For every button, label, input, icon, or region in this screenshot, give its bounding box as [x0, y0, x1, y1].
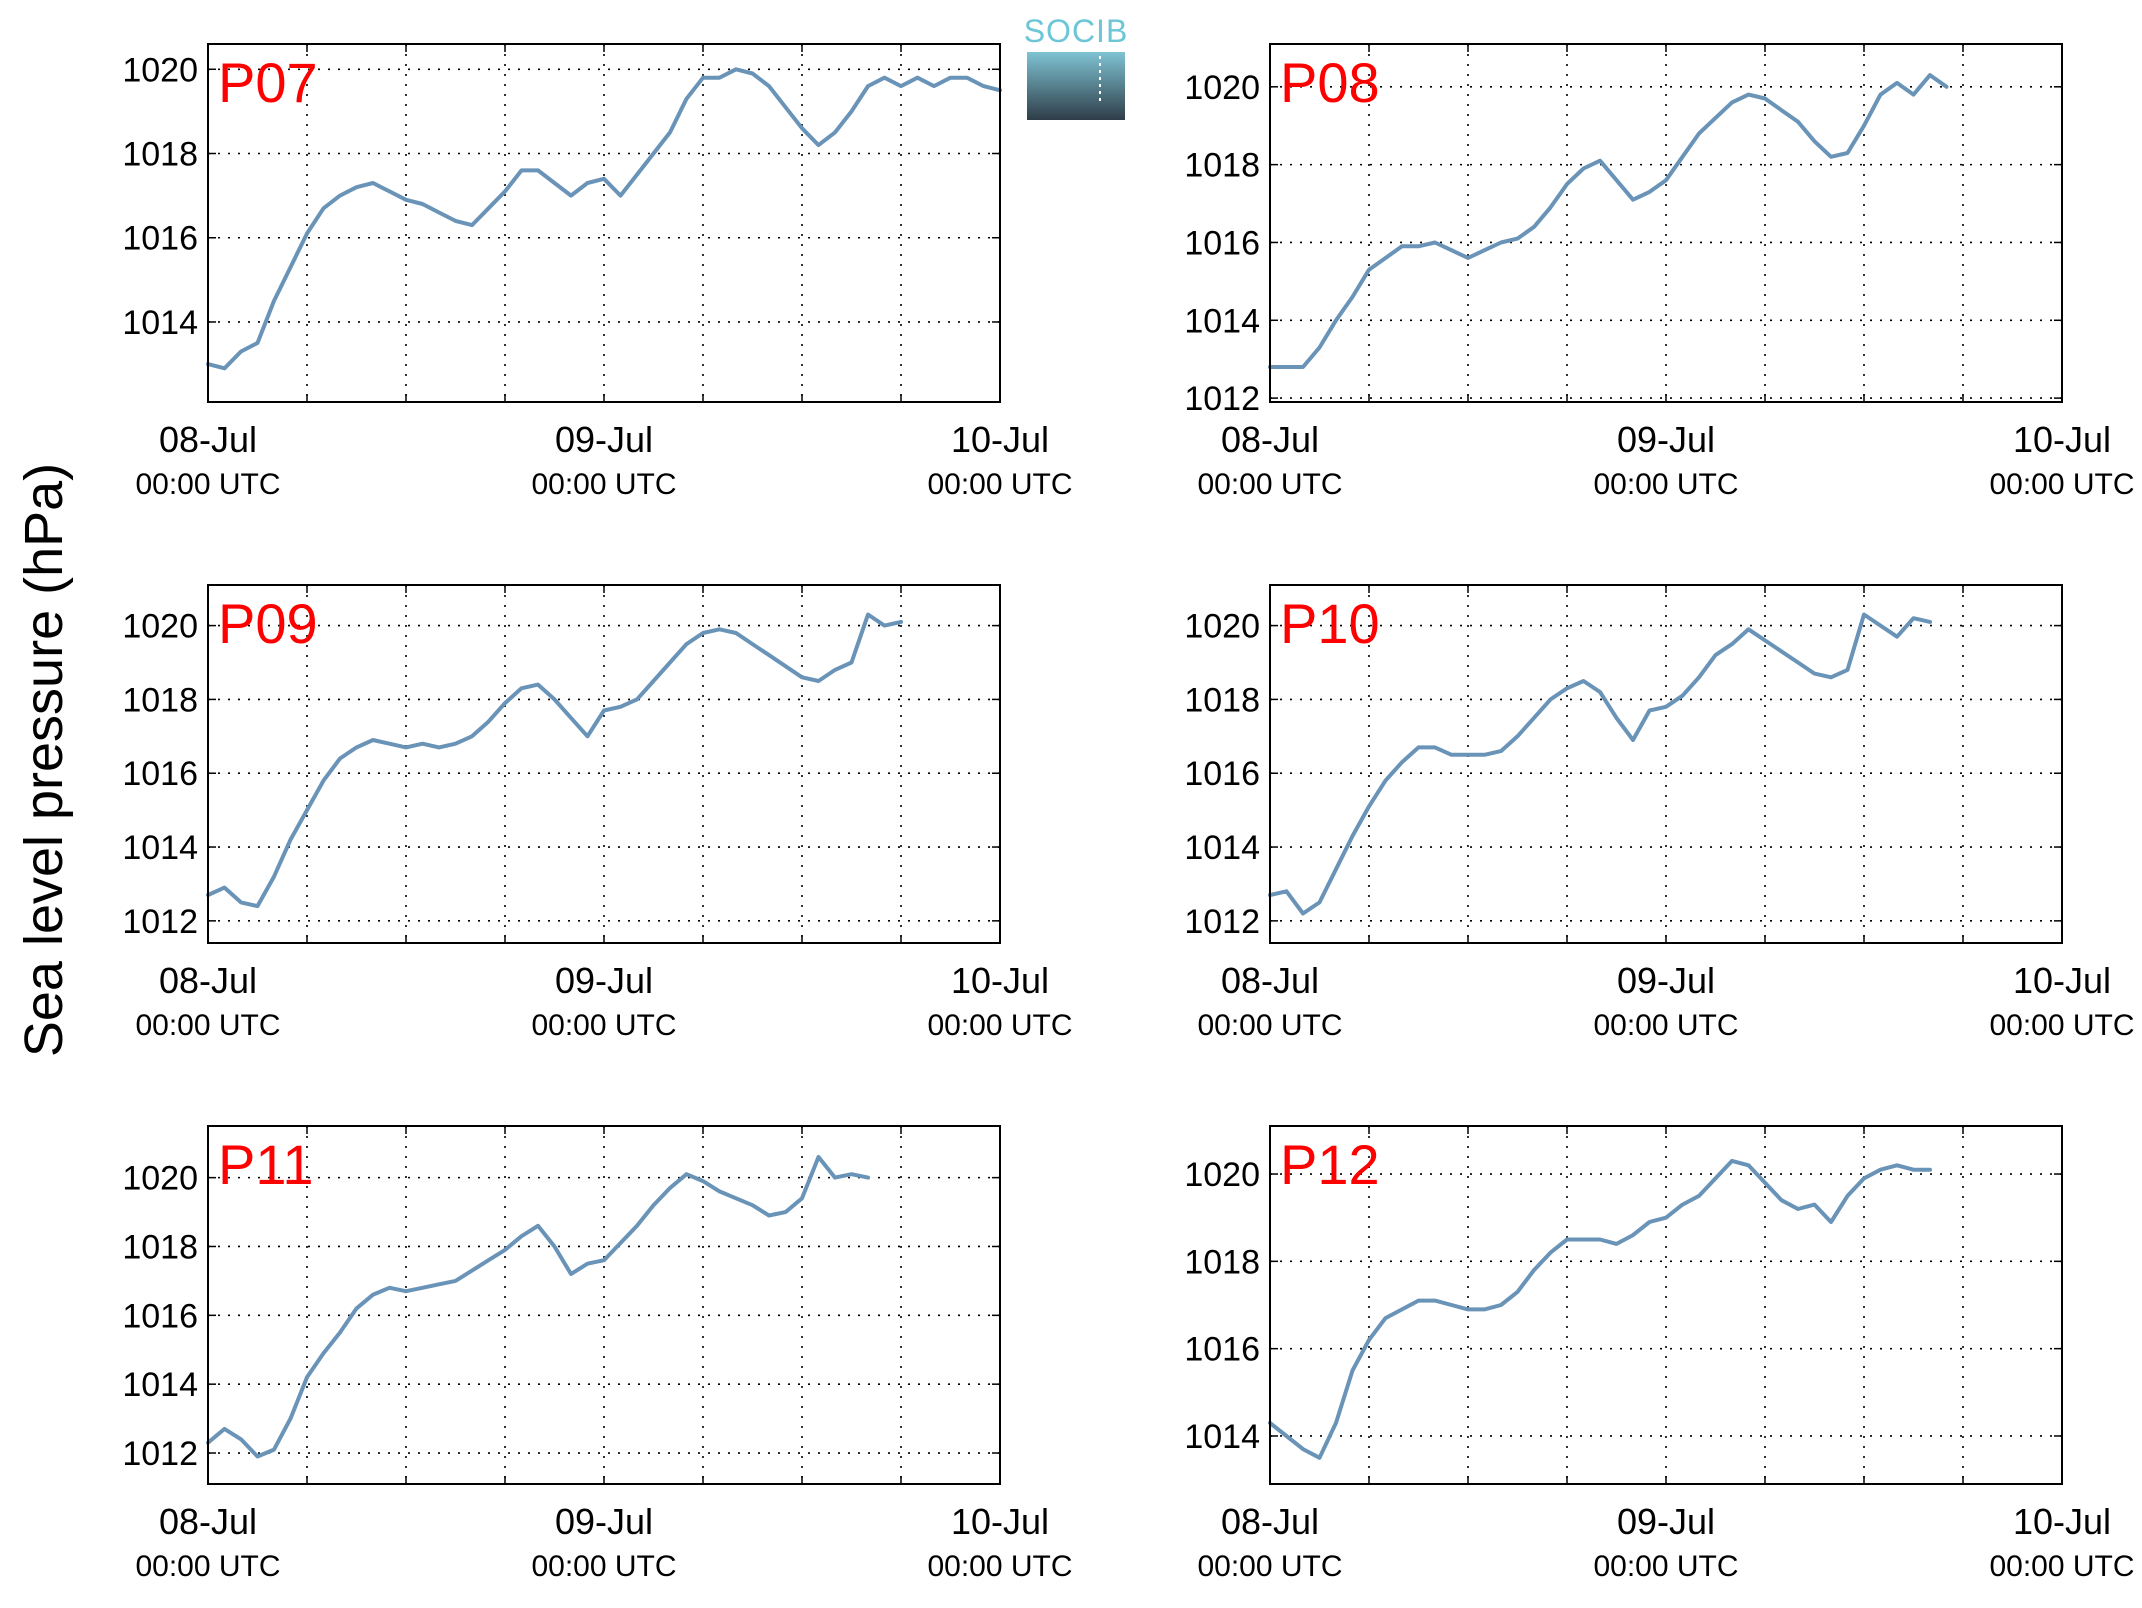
panel-p10: 1012 1014 1016 1018 1020 P10 08-Jul 00:00 UTC 09…: [1184, 584, 2135, 1042]
x-tick-time-label: 00:00 UTC: [531, 1550, 676, 1583]
station-label: P11: [218, 1133, 313, 1196]
y-tick-label: 1018: [122, 136, 198, 174]
series-line-p11: [206, 1155, 870, 1459]
series-line-p09: [206, 612, 903, 909]
station-label: P07: [218, 51, 318, 114]
x-tick-date-label: 09-Jul: [555, 1501, 653, 1542]
y-tick-label: 1018: [1184, 1243, 1260, 1281]
station-label: P08: [1280, 51, 1380, 114]
x-tick-time-label: 00:00 UTC: [1989, 1550, 2134, 1583]
x-tick-time-label: 00:00 UTC: [1197, 1550, 1342, 1583]
x-tick-time-label: 00:00 UTC: [1197, 1009, 1342, 1042]
station-label: P09: [218, 592, 318, 655]
series-line-p08: [1268, 73, 1949, 369]
series-line-p10: [1268, 612, 1932, 916]
x-tick-time-label: 00:00 UTC: [927, 1550, 1072, 1583]
y-tick-label: 1020: [122, 51, 198, 89]
x-tick-date-label: 08-Jul: [159, 1501, 257, 1542]
y-tick-label: 1016: [122, 220, 198, 258]
x-tick-date-label: 08-Jul: [1221, 1501, 1319, 1542]
plot-frame: [207, 1125, 1001, 1485]
y-tick-label: 1018: [122, 681, 198, 719]
plot-frame: [207, 584, 1001, 944]
series-line-p12: [1268, 1158, 1932, 1460]
x-tick-date-label: 09-Jul: [555, 960, 653, 1001]
panel-p08: 1012 1014 1016 1018 1020 P08 08-Jul 00:00 UTC 09…: [1184, 43, 2135, 501]
x-tick-time-label: 00:00 UTC: [135, 468, 280, 501]
socib-logo-block: [1027, 52, 1125, 120]
panel-p09: 1012 1014 1016 1018 1020 P09 08-Jul 00:00 UTC 09…: [122, 584, 1073, 1042]
x-tick-time-label: 00:00 UTC: [1989, 1009, 2134, 1042]
y-tick-label: 1014: [1184, 829, 1260, 867]
panel-p11: 1012 1014 1016 1018 1020 P11 08-Jul 00:00 UTC 09…: [122, 1125, 1073, 1583]
y-tick-label: 1014: [122, 829, 198, 867]
x-tick-time-label: 00:00 UTC: [135, 1009, 280, 1042]
x-tick-date-label: 09-Jul: [1617, 960, 1715, 1001]
plot-frame: [1269, 1125, 2063, 1485]
station-label: P12: [1280, 1133, 1380, 1196]
y-tick-label: 1020: [1184, 1156, 1260, 1194]
y-tick-label: 1014: [122, 304, 198, 342]
x-tick-time-label: 00:00 UTC: [135, 1550, 280, 1583]
x-tick-date-label: 08-Jul: [1221, 960, 1319, 1001]
y-tick-label: 1014: [1184, 302, 1260, 340]
plot-frame: [1269, 43, 2063, 403]
y-axis-label: Sea level pressure (hPa): [14, 463, 74, 1057]
panel-p12: 1014 1016 1018 1020 P12 08-Jul 00:00 UTC 09-Jul…: [1184, 1125, 2135, 1583]
y-tick-label: 1016: [122, 1297, 198, 1335]
x-tick-date-label: 10-Jul: [951, 419, 1049, 460]
x-tick-date-label: 09-Jul: [555, 419, 653, 460]
y-tick-label: 1018: [122, 1228, 198, 1266]
x-tick-date-label: 09-Jul: [1617, 1501, 1715, 1542]
x-tick-time-label: 00:00 UTC: [1593, 1009, 1738, 1042]
y-tick-label: 1012: [1184, 380, 1260, 418]
series-line-p07: [206, 67, 1002, 371]
y-tick-label: 1016: [1184, 1331, 1260, 1369]
y-tick-label: 1016: [1184, 755, 1260, 793]
y-tick-label: 1020: [1184, 608, 1260, 646]
x-tick-date-label: 08-Jul: [1221, 419, 1319, 460]
x-tick-time-label: 00:00 UTC: [531, 1009, 676, 1042]
y-tick-label: 1012: [1184, 903, 1260, 941]
x-tick-time-label: 00:00 UTC: [1593, 1550, 1738, 1583]
x-tick-date-label: 10-Jul: [2013, 1501, 2111, 1542]
y-tick-label: 1020: [122, 608, 198, 646]
y-tick-label: 1012: [122, 903, 198, 941]
y-tick-label: 1018: [1184, 147, 1260, 185]
x-tick-date-label: 09-Jul: [1617, 419, 1715, 460]
x-tick-date-label: 10-Jul: [2013, 960, 2111, 1001]
x-tick-time-label: 00:00 UTC: [1989, 468, 2134, 501]
y-tick-label: 1018: [1184, 681, 1260, 719]
y-tick-label: 1020: [122, 1160, 198, 1198]
x-tick-time-label: 00:00 UTC: [927, 1009, 1072, 1042]
station-label: P10: [1280, 592, 1380, 655]
x-tick-date-label: 08-Jul: [159, 419, 257, 460]
x-tick-time-label: 00:00 UTC: [1197, 468, 1342, 501]
y-tick-label: 1014: [122, 1366, 198, 1404]
panel-p07: 1014 1016 1018 1020 P07 08-Jul 00:00 UTC 09-Jul…: [122, 43, 1073, 501]
socib-logo: SOCIB: [1024, 13, 1129, 120]
y-tick-label: 1016: [122, 755, 198, 793]
x-tick-time-label: 00:00 UTC: [1593, 468, 1738, 501]
y-tick-label: 1014: [1184, 1418, 1260, 1456]
x-tick-date-label: 08-Jul: [159, 960, 257, 1001]
y-tick-label: 1016: [1184, 224, 1260, 262]
plot-frame: [1269, 584, 2063, 944]
x-tick-date-label: 10-Jul: [951, 960, 1049, 1001]
x-tick-time-label: 00:00 UTC: [531, 468, 676, 501]
plot-frame: [207, 43, 1001, 403]
x-tick-date-label: 10-Jul: [2013, 419, 2111, 460]
x-tick-time-label: 00:00 UTC: [927, 468, 1072, 501]
x-tick-date-label: 10-Jul: [951, 1501, 1049, 1542]
socib-logo-text: SOCIB: [1024, 13, 1129, 49]
y-tick-label: 1012: [122, 1435, 198, 1473]
y-tick-label: 1020: [1184, 69, 1260, 107]
